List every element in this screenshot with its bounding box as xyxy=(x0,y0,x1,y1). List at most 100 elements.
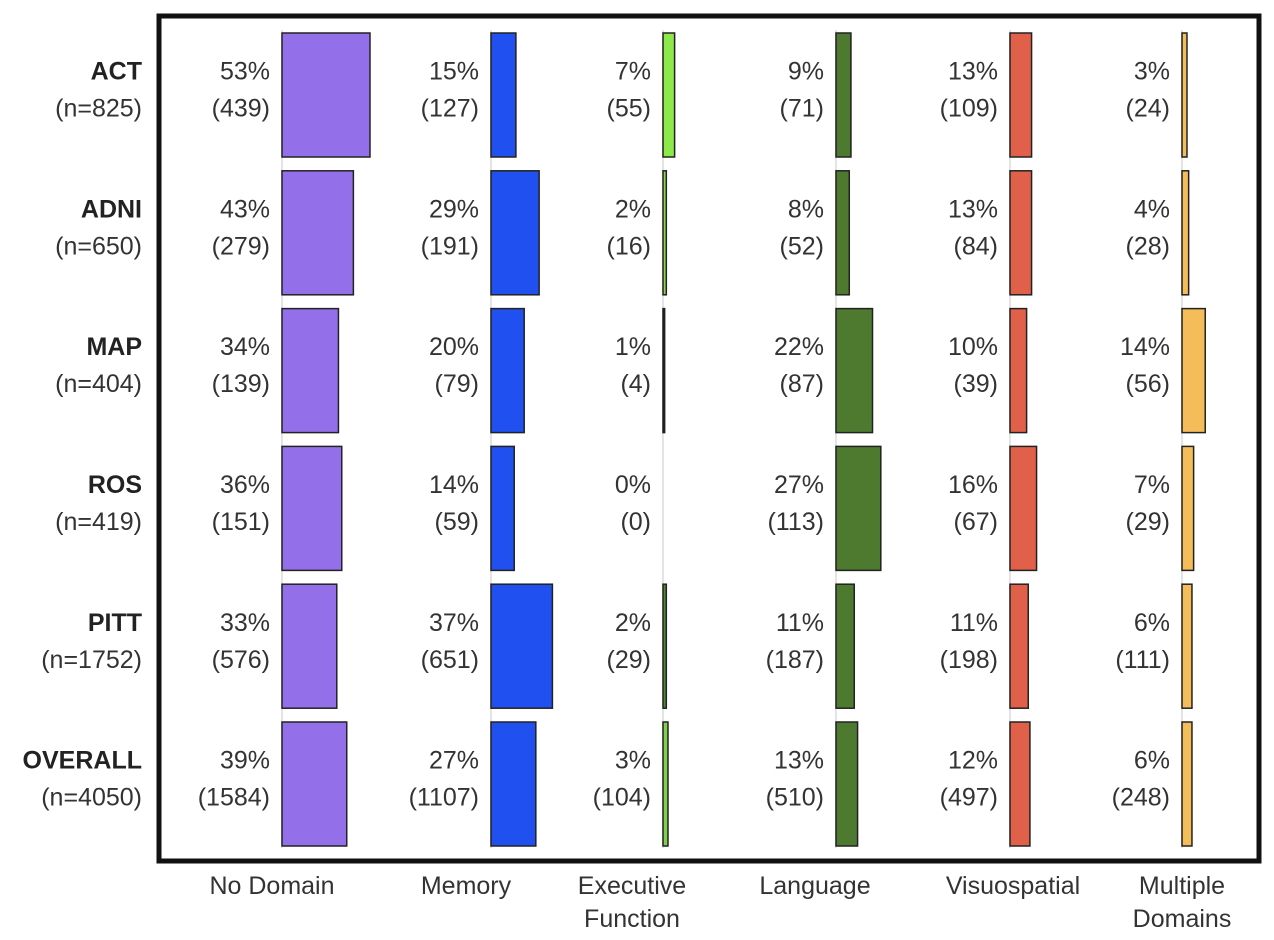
count-label: (151) xyxy=(212,508,270,536)
bar xyxy=(662,583,668,709)
count-label: (79) xyxy=(435,370,479,398)
value-label: 33% xyxy=(220,609,270,637)
row-size: (n=419) xyxy=(55,508,142,536)
value-label: 12% xyxy=(948,747,998,775)
row-size: (n=650) xyxy=(55,232,142,260)
bar xyxy=(1009,170,1033,296)
column-label: Language xyxy=(759,872,871,900)
count-label: (1584) xyxy=(198,784,270,812)
count-label: (113) xyxy=(767,508,824,536)
bar xyxy=(1181,307,1206,434)
count-label: (71) xyxy=(780,95,824,123)
count-label: (55) xyxy=(607,95,651,123)
count-label: (87) xyxy=(780,370,824,398)
value-label: 8% xyxy=(788,195,824,223)
row-size: (n=404) xyxy=(55,370,142,398)
value-label: 27% xyxy=(774,471,824,499)
value-label: 11% xyxy=(950,609,998,637)
count-label: (198) xyxy=(940,646,998,674)
count-label: (29) xyxy=(1126,508,1170,536)
value-label: 13% xyxy=(948,58,998,86)
count-label: (67) xyxy=(954,508,998,536)
count-label: (187) xyxy=(766,646,824,674)
bar xyxy=(281,583,338,709)
value-label: 36% xyxy=(220,471,270,499)
bar xyxy=(1181,445,1195,572)
value-label: 2% xyxy=(615,609,651,637)
count-label: (104) xyxy=(593,784,651,812)
value-label: 14% xyxy=(1120,333,1170,361)
bar xyxy=(662,721,669,847)
row-label: ACT xyxy=(91,58,142,86)
bar xyxy=(490,170,540,296)
column-label: Visuospatial xyxy=(945,872,1081,900)
bar xyxy=(490,583,554,709)
value-label: 2% xyxy=(615,195,651,223)
value-label: 4% xyxy=(1134,195,1170,223)
value-label: 34% xyxy=(220,333,270,361)
bar xyxy=(490,721,537,847)
bar xyxy=(281,307,340,434)
column-label: No Domain xyxy=(209,872,335,900)
bar xyxy=(490,445,515,572)
value-label: 10% xyxy=(948,333,998,361)
bar xyxy=(835,583,856,709)
count-label: (191) xyxy=(421,232,479,260)
bar xyxy=(490,307,525,434)
count-label: (497) xyxy=(940,784,998,812)
row-size: (n=825) xyxy=(55,95,142,123)
value-label: 3% xyxy=(615,747,651,775)
count-label: (109) xyxy=(940,95,998,123)
column-label: Memory xyxy=(420,872,512,900)
row-label: ROS xyxy=(88,471,142,499)
value-label: 43% xyxy=(220,195,270,223)
value-label: 7% xyxy=(1134,471,1170,499)
count-label: (127) xyxy=(421,95,479,123)
column-label: Executive Function xyxy=(577,872,687,933)
bar xyxy=(662,307,666,434)
count-label: (439) xyxy=(212,95,270,123)
bar xyxy=(281,170,355,296)
value-label: 53% xyxy=(220,58,270,86)
count-label: (4) xyxy=(620,370,651,398)
column-label: Multiple Domains xyxy=(1132,872,1232,933)
bar xyxy=(1181,32,1188,158)
count-label: (576) xyxy=(212,646,270,674)
value-label: 27% xyxy=(429,747,479,775)
row-label: OVERALL xyxy=(23,747,142,775)
value-label: 29% xyxy=(429,195,479,223)
bar xyxy=(281,32,371,158)
value-label: 3% xyxy=(1134,58,1170,86)
bar xyxy=(1009,721,1031,847)
value-label: 0% xyxy=(615,471,651,499)
row-size: (n=1752) xyxy=(41,646,142,674)
value-label: 6% xyxy=(1134,747,1170,775)
count-label: (52) xyxy=(780,232,824,260)
count-label: (248) xyxy=(1112,784,1170,812)
value-label: 39% xyxy=(220,747,270,775)
count-label: (39) xyxy=(954,370,998,398)
value-label: 20% xyxy=(429,333,479,361)
count-label: (29) xyxy=(607,646,651,674)
row-label: ADNI xyxy=(81,195,142,223)
count-label: (279) xyxy=(212,232,270,260)
frame xyxy=(156,13,1262,864)
count-label: (84) xyxy=(954,232,998,260)
count-label: (651) xyxy=(421,646,479,674)
value-label: 37% xyxy=(429,609,479,637)
bar xyxy=(835,721,859,847)
value-label: 22% xyxy=(774,333,824,361)
bar xyxy=(662,170,668,296)
value-label: 9% xyxy=(788,58,824,86)
value-label: 16% xyxy=(948,471,998,499)
count-label: (0) xyxy=(620,508,651,536)
bar xyxy=(1009,445,1038,572)
bar xyxy=(835,170,851,296)
value-label: 13% xyxy=(774,747,824,775)
bar xyxy=(490,32,517,158)
value-label: 11% xyxy=(776,609,824,637)
bar xyxy=(281,445,343,572)
value-label: 14% xyxy=(429,471,479,499)
